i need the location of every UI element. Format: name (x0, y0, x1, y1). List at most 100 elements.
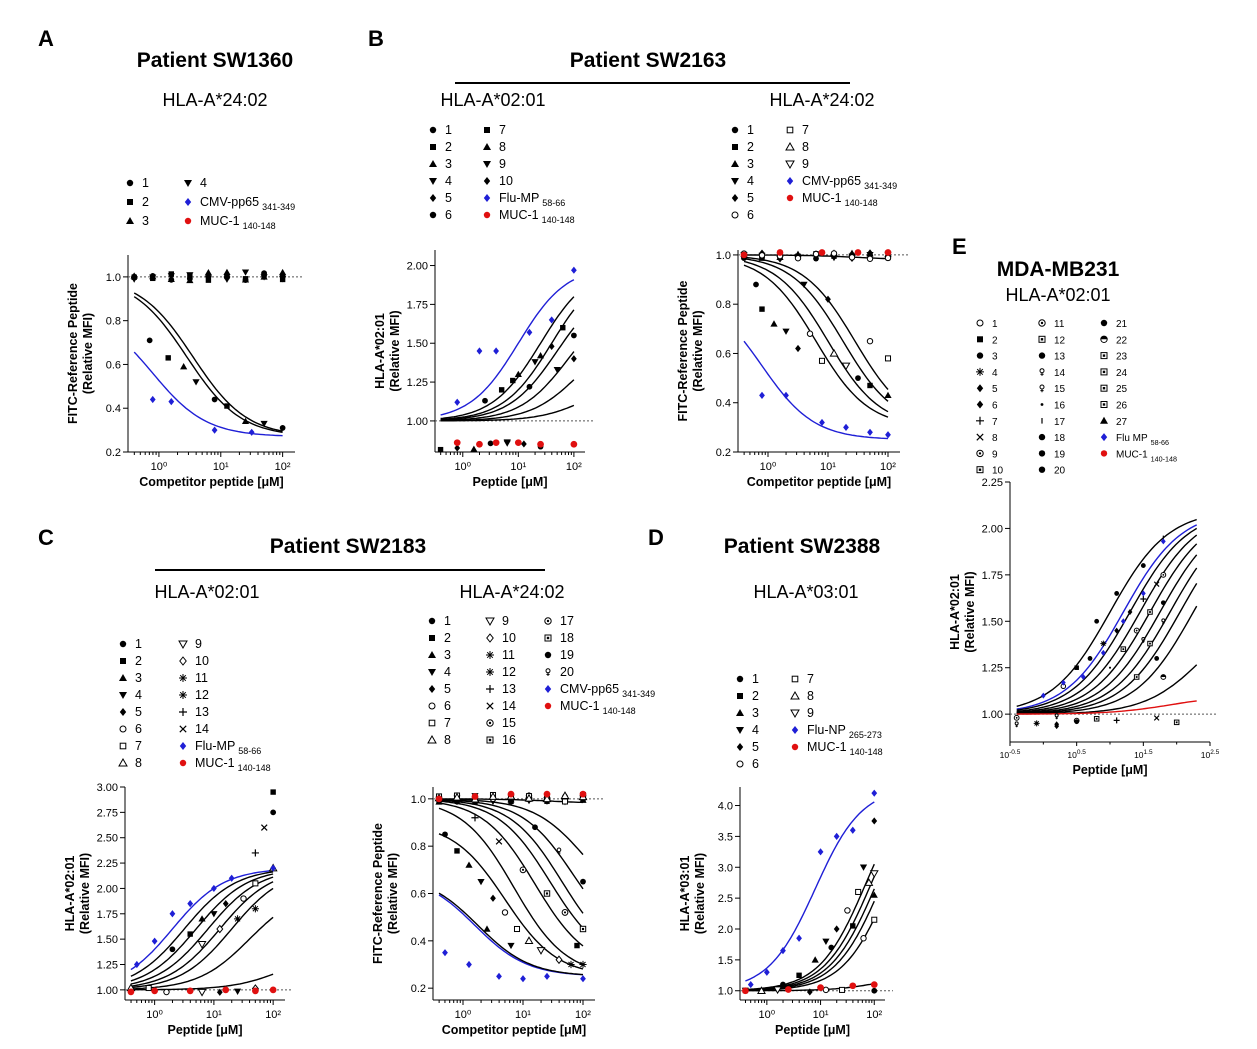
data-point (465, 861, 473, 868)
y-tick-label: 2.0 (718, 924, 733, 936)
legend-label: 4 (992, 368, 998, 379)
data-point-control-neg (252, 987, 259, 995)
legend-label: 13 (195, 705, 209, 719)
legend-label-main: MUC-1 (200, 214, 240, 228)
data-point (187, 931, 193, 937)
data-point (197, 941, 207, 949)
data-point (867, 249, 873, 257)
legend-item: 21 (1100, 319, 1128, 330)
data-point-control-pos (270, 864, 277, 872)
legend-marker (976, 367, 984, 376)
legend-item: 18 (1038, 433, 1066, 444)
data-point-control-pos (211, 884, 217, 893)
data-point (782, 328, 790, 335)
legend-label: 11 (1054, 319, 1065, 330)
data-point-control-neg (269, 986, 277, 994)
x-tick-label: 10¹ (813, 1009, 829, 1021)
x-tick-label: 10¹ (510, 461, 526, 473)
data-point (759, 306, 765, 312)
y-axis-title-line1: HLA-A*02:01 (63, 856, 77, 932)
data-point (532, 824, 538, 831)
data-point (555, 955, 563, 965)
data-point (169, 946, 176, 953)
data-point (871, 817, 878, 825)
legend-item: 3 (428, 648, 451, 662)
legend-item: 4 (184, 176, 207, 190)
legend-item: 5 (731, 191, 754, 205)
x-axis-title: Peptide [μM] (775, 1023, 850, 1037)
y-axis-title: HLA-A*02:01(Relative MFI) (373, 310, 402, 391)
x-tick-label: 102.5 (1201, 749, 1220, 760)
data-point-control-neg (507, 790, 515, 798)
fit-curve (440, 327, 575, 421)
y-axis-title-line2: (Relative MFI) (81, 313, 95, 394)
legend-marker (544, 702, 552, 710)
legend-label-main: MUC-1 (560, 699, 600, 713)
legend-marker (736, 760, 744, 768)
legend-label: Flu-MP 58-66 (195, 739, 261, 756)
legend-item: 5 (428, 682, 451, 696)
data-point-stem (1015, 724, 1018, 728)
fit-curve (440, 296, 575, 420)
data-point (204, 275, 213, 282)
legend-item: 2 (732, 140, 754, 154)
data-point-control-pos (151, 937, 158, 945)
data-point (867, 382, 873, 389)
legend-label-main: MUC-1 (195, 756, 235, 770)
y-axis-title: FITC-Reference Peptide(Relative MFI) (676, 280, 705, 421)
x-tick-label: 10¹ (206, 1009, 222, 1021)
legend-item: 1 (976, 319, 998, 330)
legend-item: 6 (976, 400, 998, 412)
y-tick-label: 1.25 (407, 377, 428, 389)
legend-item: 10 (486, 631, 516, 645)
y-tick-label: 1.50 (407, 338, 428, 350)
legend-marker (483, 177, 491, 185)
y-tick-label: 0.2 (106, 447, 121, 459)
legend-marker (1038, 450, 1046, 457)
legend-label: 15 (1054, 384, 1066, 395)
legend-item: 11 (179, 671, 208, 685)
y-axis-title-line2: (Relative MFI) (693, 853, 707, 934)
legend-item: 7 (786, 123, 809, 137)
data-point-control-neg (514, 439, 522, 447)
legend-label: 7 (802, 123, 809, 137)
legend-item: 14 (179, 722, 209, 736)
data-point (1153, 715, 1160, 721)
y-tick-label: 3.00 (97, 782, 118, 794)
legend-label-main: Flu-MP (499, 191, 539, 205)
legend-marker (1039, 384, 1045, 390)
legend-item: 8 (785, 140, 809, 154)
y-tick-label: 0.6 (106, 359, 121, 371)
legend-label: 6 (444, 699, 451, 713)
fit-curve (130, 887, 274, 989)
legend-marker (429, 126, 437, 134)
fit-curve (130, 876, 274, 985)
data-point-dot (581, 927, 585, 931)
legend-marker (1100, 450, 1108, 457)
data-point-control-neg (870, 981, 878, 988)
data-point (850, 923, 856, 929)
y-axis-title-line1: HLA-A*03:01 (678, 856, 692, 932)
data-point-dot (545, 892, 549, 895)
legend-item: 9 (790, 706, 814, 720)
legend-marker (179, 742, 187, 750)
x-axis-title: Competitor peptide [μM] (139, 475, 283, 489)
legend-label: 20 (1054, 466, 1066, 477)
legend-label: 3 (142, 214, 149, 228)
fit-curve (1016, 543, 1198, 713)
x-tick-label: 10⁰ (455, 1009, 472, 1021)
x-axis-title: Competitor peptide [μM] (747, 475, 891, 489)
legend-marker (545, 668, 551, 674)
legend-label-sub: 265-273 (849, 730, 882, 740)
data-point-control-neg (884, 249, 892, 256)
legend-marker-dot (1040, 338, 1044, 341)
data-point-control-pos (1140, 590, 1146, 597)
legend-label: 3 (444, 648, 451, 662)
legend-item: 8 (976, 433, 998, 444)
legend-label: 1 (445, 123, 452, 137)
legend-marker (126, 217, 134, 224)
legend-marker (737, 693, 743, 699)
data-point-control-pos (496, 972, 502, 980)
legend-marker (486, 633, 494, 643)
